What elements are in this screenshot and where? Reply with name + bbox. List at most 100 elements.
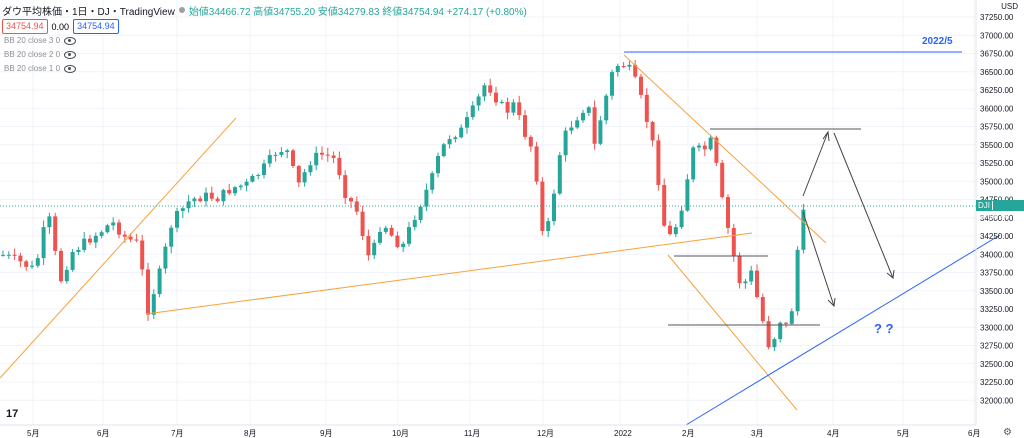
projection-up (802, 131, 829, 197)
indicator-label: BB 20 close 3 0 (4, 36, 61, 45)
candle-body (569, 127, 574, 131)
candle-body (488, 85, 493, 93)
candle-body (668, 225, 672, 235)
candle-body (534, 146, 539, 182)
candle-body (105, 225, 110, 233)
candle-body (128, 236, 133, 240)
candle-body (175, 210, 179, 228)
price-tick-label: 36250.00 (980, 86, 1014, 95)
indicator-row[interactable]: BB 20 close 3 0 (4, 36, 77, 45)
time-tick-label: 3月 (751, 429, 763, 438)
time-axis[interactable]: 5月 6月 7月 8月 9月 10月 11月 12月 2022 2月 3月 4月 5月 6月 (0, 424, 980, 438)
candle-body (476, 96, 481, 106)
candle-body (615, 65, 620, 73)
candle-body (360, 211, 365, 236)
candle-body (296, 165, 301, 183)
candle-body (621, 65, 626, 67)
eye-icon[interactable] (64, 50, 77, 59)
candle-body (93, 235, 98, 243)
buy-button[interactable]: 34754.94 (73, 19, 119, 34)
candle-body (789, 311, 794, 324)
candle-body (82, 238, 87, 250)
candle-body (447, 139, 452, 145)
candle-body (795, 249, 800, 312)
candle-body (88, 238, 92, 243)
candle-body (592, 107, 597, 144)
time-tick-label: 10月 (392, 429, 409, 438)
time-tick-label: 12月 (537, 429, 554, 438)
candle-body (6, 254, 11, 256)
projection-down-long (833, 132, 894, 279)
trend-line-support (145, 232, 753, 315)
candle-body (151, 294, 156, 315)
candle-body (784, 322, 788, 324)
candle-body (552, 193, 556, 222)
candle-body (343, 175, 348, 199)
time-tick-label: 8月 (244, 429, 256, 438)
candle-body (401, 243, 406, 248)
indicator-row[interactable]: BB 20 close 1 0 (4, 64, 77, 73)
candle-body (691, 147, 696, 180)
sell-button[interactable]: 34754.94 (2, 19, 48, 34)
candle-body (436, 156, 440, 174)
candle-body (627, 64, 632, 67)
candle-body (610, 72, 614, 96)
candle-body (233, 187, 237, 194)
candle-body (35, 258, 40, 266)
candle-body (586, 107, 591, 113)
time-tick-label: 2022 (614, 429, 632, 438)
candle-body (755, 270, 759, 298)
time-tick-label: 6月 (97, 429, 109, 438)
candle-body (557, 155, 562, 194)
candle-body (314, 152, 319, 166)
candle-body (528, 136, 533, 147)
price-tick-label: 36750.00 (980, 50, 1014, 59)
candle-body (499, 101, 504, 103)
candle-body (731, 227, 736, 256)
candle-body (702, 145, 707, 150)
title: ダウ平均株価・1日・DJ・TradingView (2, 6, 175, 18)
candle-body (273, 154, 278, 156)
candle-body (18, 255, 23, 262)
candle-body (598, 120, 603, 144)
candle-body (749, 270, 754, 282)
candle-body (639, 76, 643, 95)
candle-body (238, 185, 243, 188)
gear-icon[interactable]: ⚙ (1003, 427, 1012, 438)
currency-label[interactable]: USD (1001, 2, 1018, 11)
candle-body (383, 227, 388, 232)
last-price-symbol: DJI (976, 201, 993, 210)
indicator-label: BB 20 close 1 0 (4, 64, 61, 73)
candle-body (267, 155, 272, 164)
target-label: 2022/5 (922, 36, 953, 47)
trend-line-rising (0, 117, 237, 379)
candle-body (662, 184, 667, 226)
candle-body (540, 181, 545, 231)
grid-lines (0, 0, 976, 425)
eye-icon[interactable] (64, 64, 77, 73)
candle-body (122, 234, 127, 237)
question-label: ? ? (874, 321, 894, 336)
indicator-row[interactable]: BB 20 close 2 0 (4, 50, 77, 59)
candle-body (517, 102, 522, 116)
time-tick-label: 9月 (320, 429, 332, 438)
candle-body (697, 145, 701, 148)
candle-body (563, 130, 568, 156)
candle-body (198, 198, 203, 202)
candle-body (291, 150, 295, 166)
candle-body (737, 255, 742, 284)
last-price-badge: DJI 34754.94 (976, 200, 1024, 221)
candle-body (320, 152, 324, 155)
eye-icon[interactable] (64, 36, 77, 45)
candle-body (772, 339, 777, 348)
price-tick-label: 37000.00 (980, 31, 1014, 40)
candle-body (111, 222, 116, 226)
candle-body (192, 198, 197, 202)
projection-down-short (802, 211, 835, 307)
candle-body (146, 269, 150, 315)
candle-body (650, 121, 655, 141)
candle-body (407, 227, 411, 244)
price-tick-label: 36500.00 (980, 68, 1014, 77)
price-tick-label: 32000.00 (980, 396, 1014, 405)
